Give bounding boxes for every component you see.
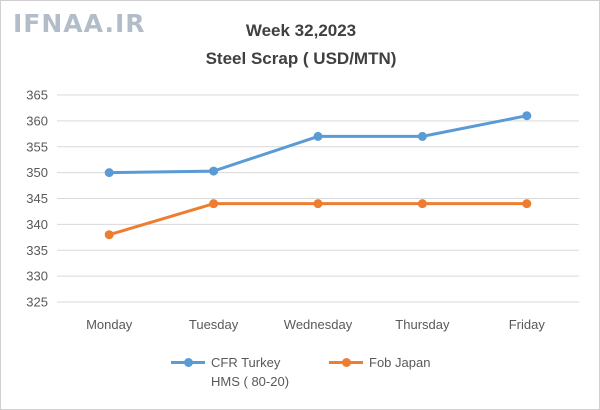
y-tick-label: 330 — [26, 269, 48, 284]
data-point — [209, 166, 219, 176]
x-tick-label: Thursday — [395, 317, 450, 332]
legend-label: CFR Turkey HMS ( 80-20) — [211, 353, 289, 391]
data-point — [104, 168, 114, 178]
data-point — [313, 199, 323, 209]
data-point — [313, 131, 323, 141]
data-point — [522, 111, 532, 121]
legend-label-line: HMS ( 80-20) — [211, 374, 290, 389]
data-point — [104, 230, 114, 240]
x-tick-label: Monday — [86, 317, 133, 332]
y-tick-label: 340 — [26, 217, 48, 232]
line-chart: 325 330 335 340 345 350 355 360 365 Monday Tuesday… — [26, 88, 579, 332]
y-tick-label: 355 — [26, 139, 48, 154]
legend-label: Fob Japan — [369, 353, 430, 372]
y-tick-label: 360 — [26, 113, 48, 128]
legend-label-line: Fob Japan — [369, 355, 431, 370]
x-tick-label: Wednesday — [284, 317, 353, 332]
y-tick-label: 325 — [26, 295, 48, 310]
watermark-logo: IFNAA.IR — [13, 9, 146, 38]
chart-legend: CFR Turkey HMS ( 80-20) Fob Japan — [1, 353, 600, 403]
x-tick-label: Friday — [509, 317, 546, 332]
legend-marker — [342, 358, 351, 367]
legend-marker — [184, 358, 193, 367]
chart-subtitle: Steel Scrap ( USD/MTN) — [205, 49, 397, 68]
series-line — [108, 202, 527, 237]
data-point — [209, 199, 219, 209]
x-tick-label: Tuesday — [189, 317, 239, 332]
data-point — [417, 199, 427, 209]
series-line — [109, 114, 528, 175]
y-tick-label: 350 — [26, 165, 48, 180]
y-tick-label: 335 — [26, 243, 48, 258]
y-tick-label: 345 — [26, 191, 48, 206]
chart-title: Week 32,2023 — [245, 21, 357, 40]
data-point — [417, 131, 427, 141]
data-point — [522, 199, 532, 209]
legend-label-line: CFR Turkey — [211, 355, 281, 370]
y-tick-label: 365 — [26, 88, 48, 103]
